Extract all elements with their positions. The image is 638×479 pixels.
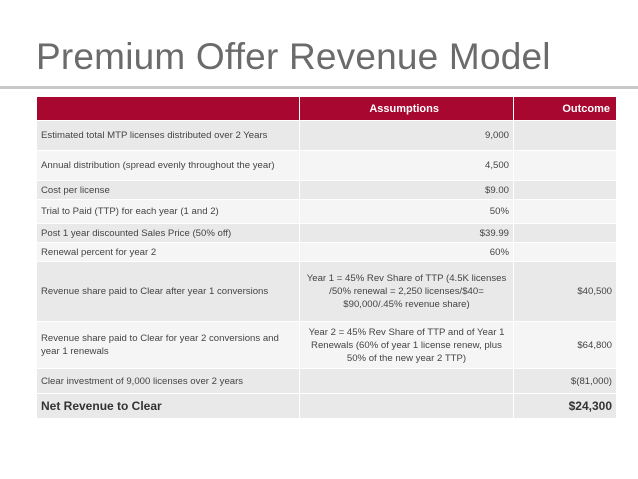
row-assumption: Year 2 = 45% Rev Share of TTP and of Yea… — [299, 321, 514, 369]
row-outcome — [513, 223, 617, 243]
row-label: Revenue share paid to Clear for year 2 c… — [36, 321, 300, 369]
table-header-row: Assumptions Outcome — [36, 96, 617, 121]
table-row: Annual distribution (spread evenly throu… — [36, 150, 617, 181]
row-assumption — [299, 368, 514, 394]
row-assumption: 9,000 — [299, 120, 514, 151]
row-assumption: 50% — [299, 199, 514, 224]
row-label: Estimated total MTP licenses distributed… — [36, 120, 300, 151]
row-outcome: $(81,000) — [513, 368, 617, 394]
row-assumption — [299, 393, 514, 419]
row-label: Renewal percent for year 2 — [36, 242, 300, 262]
row-label: Trial to Paid (TTP) for each year (1 and… — [36, 199, 300, 224]
row-label: Revenue share paid to Clear after year 1… — [36, 261, 300, 322]
row-outcome — [513, 150, 617, 181]
table-row: Estimated total MTP licenses distributed… — [36, 120, 617, 151]
table-row: Renewal percent for year 2 60% — [36, 242, 617, 262]
row-label: Clear investment of 9,000 licenses over … — [36, 368, 300, 394]
row-label: Net Revenue to Clear — [36, 393, 300, 419]
revenue-model-table: Assumptions Outcome Estimated total MTP … — [36, 96, 617, 419]
row-outcome: $24,300 — [513, 393, 617, 419]
row-outcome — [513, 180, 617, 200]
row-outcome: $64,800 — [513, 321, 617, 369]
row-assumption: 60% — [299, 242, 514, 262]
row-assumption: Year 1 = 45% Rev Share of TTP (4.5K lice… — [299, 261, 514, 322]
row-label: Annual distribution (spread evenly throu… — [36, 150, 300, 181]
header-outcome: Outcome — [513, 96, 617, 121]
table-row: Cost per license $9.00 — [36, 180, 617, 200]
row-outcome: $40,500 — [513, 261, 617, 322]
title-divider — [0, 86, 638, 89]
row-label: Cost per license — [36, 180, 300, 200]
row-outcome — [513, 199, 617, 224]
row-outcome — [513, 120, 617, 151]
row-assumption: $39.99 — [299, 223, 514, 243]
row-assumption: 4,500 — [299, 150, 514, 181]
row-assumption: $9.00 — [299, 180, 514, 200]
table-row: Clear investment of 9,000 licenses over … — [36, 368, 617, 394]
table-row: Trial to Paid (TTP) for each year (1 and… — [36, 199, 617, 224]
row-outcome — [513, 242, 617, 262]
net-revenue-row: Net Revenue to Clear $24,300 — [36, 393, 617, 419]
table-row: Revenue share paid to Clear after year 1… — [36, 261, 617, 322]
row-label: Post 1 year discounted Sales Price (50% … — [36, 223, 300, 243]
header-label-column — [36, 96, 300, 121]
page-title: Premium Offer Revenue Model — [36, 36, 551, 77]
table-row: Post 1 year discounted Sales Price (50% … — [36, 223, 617, 243]
table-row: Revenue share paid to Clear for year 2 c… — [36, 321, 617, 369]
header-assumptions: Assumptions — [299, 96, 514, 121]
